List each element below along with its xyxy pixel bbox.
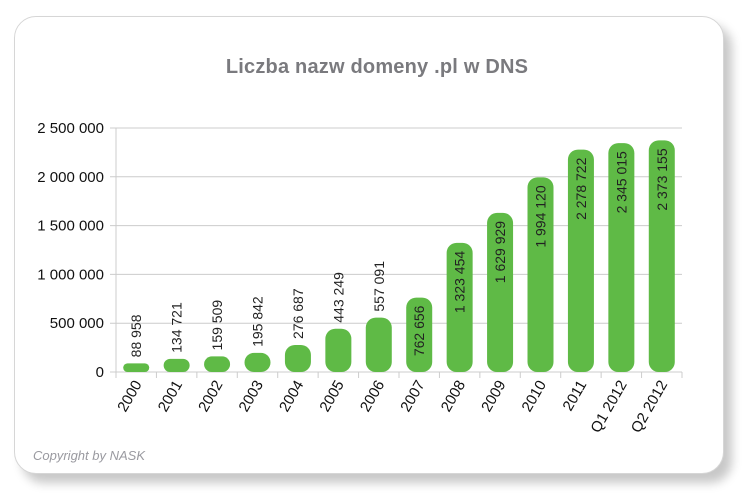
bar-value-label: 443 249: [330, 272, 346, 323]
x-tick-label: 2002: [195, 378, 226, 415]
x-tick-label: 2011: [560, 378, 591, 414]
chart-card: [14, 16, 724, 474]
y-tick-label: 0: [96, 364, 104, 381]
bar-value-label: 762 656: [411, 305, 427, 356]
bar: [325, 328, 352, 372]
x-tick-label: 2000: [114, 378, 145, 415]
bar: [244, 352, 271, 372]
bar: [567, 149, 594, 372]
y-tick-label: 2 000 000: [37, 169, 104, 186]
x-tick-label: 2004: [276, 378, 307, 415]
bar: [123, 363, 150, 372]
x-tick-label: 2005: [316, 378, 347, 415]
x-tick-label: Q1 2012: [587, 378, 630, 436]
x-tick-label: Q2 2012: [628, 378, 671, 436]
bar-value-label: 195 842: [250, 296, 266, 347]
x-tick-label: 2010: [519, 378, 550, 415]
bar: [284, 344, 311, 372]
bar-value-label: 88 958: [128, 314, 144, 357]
y-tick-label: 500 000: [50, 315, 104, 332]
bar-value-label: 134 721: [169, 302, 185, 353]
x-tick-label: 2003: [236, 378, 267, 415]
bar: [487, 212, 514, 372]
y-tick-label: 1 000 000: [37, 266, 104, 283]
x-tick-label: 2006: [357, 378, 388, 415]
bar: [204, 356, 231, 372]
bar: [608, 143, 635, 372]
bar-value-label: 2 345 015: [613, 151, 629, 213]
y-tick-label: 2 500 000: [37, 120, 104, 137]
bar-value-label: 2 373 155: [654, 148, 670, 210]
bar: [527, 177, 554, 372]
bar: [406, 297, 433, 372]
x-tick-label: 2007: [397, 378, 428, 415]
chart-title: Liczba nazw domeny .pl w DNS: [225, 56, 529, 78]
bar-value-label: 557 091: [371, 261, 387, 312]
bar-value-label: 276 687: [290, 288, 306, 339]
bar-value-label: 1 323 454: [452, 251, 468, 313]
bar-value-label: 159 509: [209, 300, 225, 351]
x-tick-label: 2008: [438, 378, 469, 415]
x-tick-label: 2001: [155, 378, 186, 415]
bar: [648, 140, 675, 372]
bar-value-label: 1 994 120: [533, 185, 549, 247]
copyright-text: Copyright by NASK: [33, 448, 145, 463]
x-tick-label: 2009: [478, 377, 509, 414]
bar: [446, 242, 473, 372]
y-tick-label: 1 500 000: [37, 218, 104, 235]
bar-value-label: 2 278 722: [573, 157, 589, 219]
bar: [163, 358, 190, 372]
bar: [365, 317, 392, 372]
bar-value-label: 1 629 929: [492, 221, 508, 283]
